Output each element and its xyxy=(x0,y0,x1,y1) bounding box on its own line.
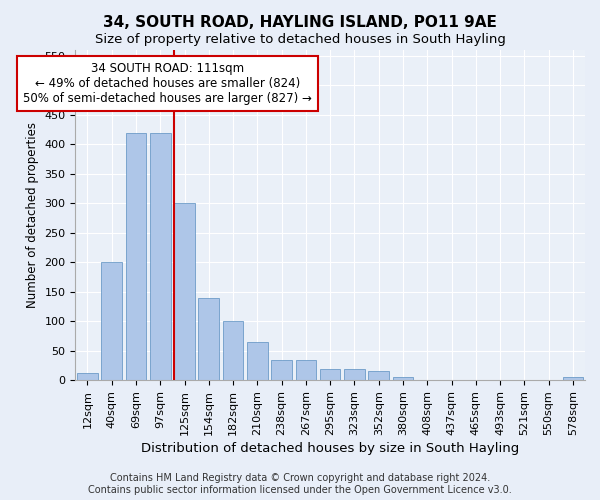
X-axis label: Distribution of detached houses by size in South Hayling: Distribution of detached houses by size … xyxy=(141,442,519,455)
Text: Contains HM Land Registry data © Crown copyright and database right 2024.
Contai: Contains HM Land Registry data © Crown c… xyxy=(88,474,512,495)
Bar xyxy=(150,132,170,380)
Text: 34 SOUTH ROAD: 111sqm
← 49% of detached houses are smaller (824)
50% of semi-det: 34 SOUTH ROAD: 111sqm ← 49% of detached … xyxy=(23,62,312,105)
Bar xyxy=(320,368,340,380)
Bar xyxy=(563,378,583,380)
Bar xyxy=(77,372,98,380)
Text: Size of property relative to detached houses in South Hayling: Size of property relative to detached ho… xyxy=(95,32,505,46)
Bar xyxy=(296,360,316,380)
Y-axis label: Number of detached properties: Number of detached properties xyxy=(26,122,39,308)
Bar xyxy=(125,132,146,380)
Bar xyxy=(247,342,268,380)
Text: 34, SOUTH ROAD, HAYLING ISLAND, PO11 9AE: 34, SOUTH ROAD, HAYLING ISLAND, PO11 9AE xyxy=(103,15,497,30)
Bar xyxy=(223,322,244,380)
Bar xyxy=(174,204,195,380)
Bar xyxy=(101,262,122,380)
Bar xyxy=(199,298,219,380)
Bar xyxy=(271,360,292,380)
Bar xyxy=(392,378,413,380)
Bar xyxy=(368,372,389,380)
Bar xyxy=(344,368,365,380)
